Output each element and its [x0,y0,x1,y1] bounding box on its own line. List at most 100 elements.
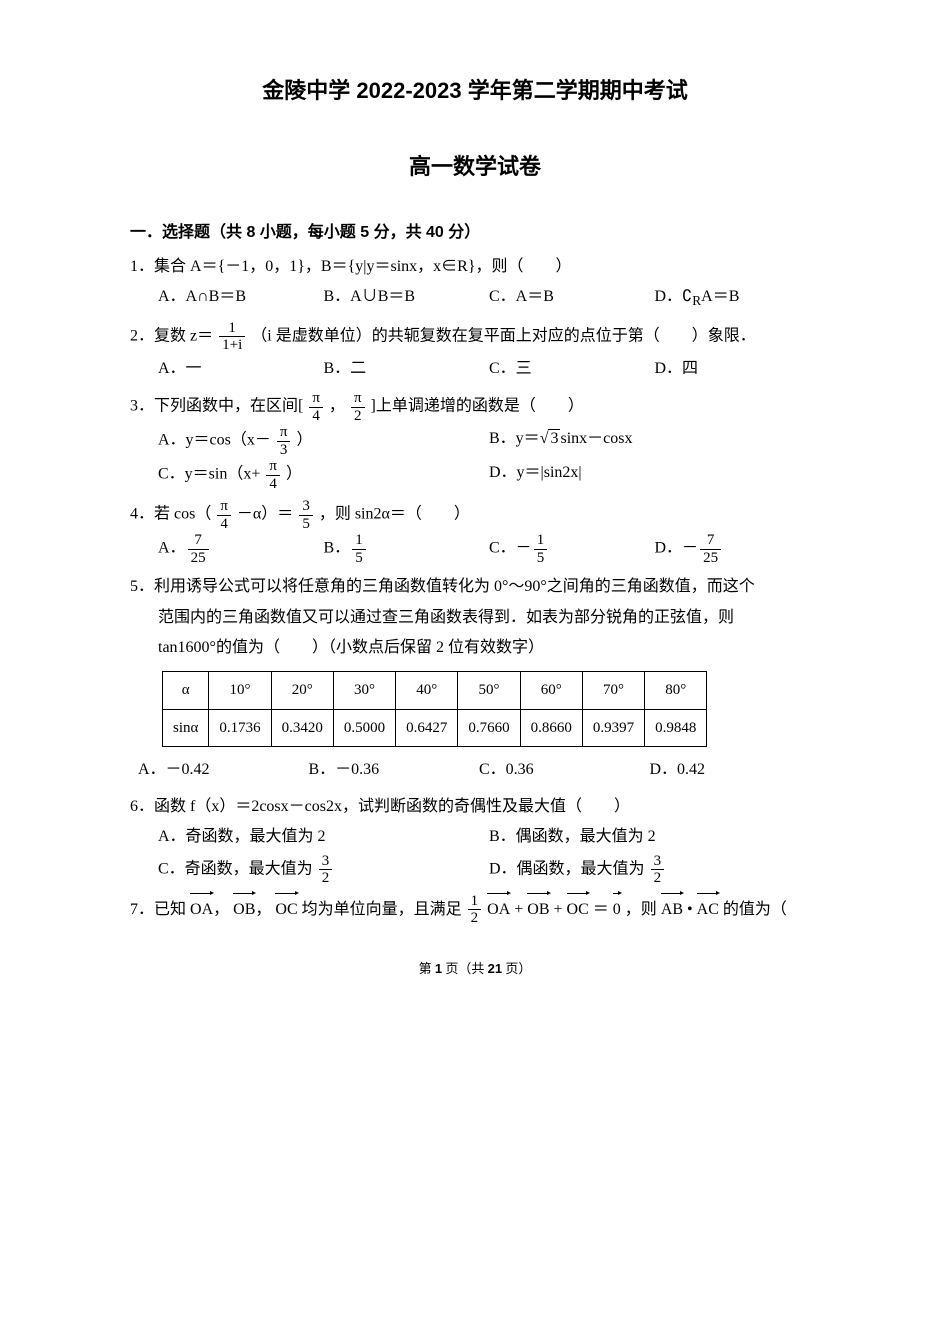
pn-post: 页） [502,961,531,976]
q3-opt-a: A．y＝cos（x－ π3 ） [158,424,489,458]
td-v8: 0.9848 [645,709,707,747]
q5-opt-d: D．0.42 [650,755,821,785]
q3-opt-d: D．y＝|sin2x| [489,458,820,492]
q2-opt-b: B．二 [324,354,490,384]
sine-table: α 10° 20° 30° 40° 50° 60° 70° 80° sinα 0… [162,671,707,747]
q7-half: 12 [466,893,484,927]
th-80: 80° [645,672,707,710]
q6-c-n: 3 [319,853,333,871]
vector-ob: OB [233,893,255,925]
q4-a-n: 7 [188,532,209,550]
q6-opt-b: B．偶函数，最大值为 2 [489,822,820,852]
q4-opt-d: D．－725 [655,532,821,566]
vector-oa: OA [190,893,213,925]
q7-mid2: ，则 [625,901,657,918]
q5-line3: tan1600°的值为（ ）（小数点后保留 2 位有效数字） [130,633,820,663]
q1-d-pre: D．∁ [655,288,693,305]
q7-half-n: 1 [468,893,482,911]
td-v1: 0.1736 [209,709,271,747]
q1-d-sub: R [692,294,701,309]
vector-oa2: OA [487,893,510,925]
q3-a-d: 3 [277,442,291,459]
th-30: 30° [333,672,395,710]
q4-a-pre: A． [158,540,186,557]
q2-frac-den: 1+i [219,337,245,354]
exam-page: 金陵中学 2022-2023 学年第二学期期中考试 高一数学试卷 一．选择题（共… [0,0,950,1012]
q3-b-post: sinx－cosx [560,430,632,447]
q3-options: A．y＝cos（x－ π3 ） B．y＝√3sinx－cosx C．y＝sin（… [130,424,820,492]
pn-pre: 第 [419,961,435,976]
page-number: 第 1 页（共 21 页） [130,957,820,982]
q4-f2n: 3 [299,498,313,516]
question-5: 5．利用诱导公式可以将任意角的三角函数值转化为 0°～90°之间角的三角函数值，… [130,572,820,786]
q1-d-post: A＝B [701,288,739,305]
pn-tot: 21 [488,961,502,976]
q6-d-d: 2 [651,870,665,887]
q3-f1d: 4 [309,408,323,425]
q6-d-n: 3 [651,853,665,871]
q4-c-pre: C．－ [489,540,532,557]
vector-zero: 0 [613,893,621,925]
q4-suffix: ，则 sin2α＝（ ） [319,506,470,523]
q4-opt-c: C．－15 [489,532,655,566]
q4-b-d: 5 [352,550,366,567]
q1-prefix: 1．集合 [130,258,190,275]
q3-opt-b: B．y＝√3sinx－cosx [489,424,820,458]
q3-prefix: 3．下列函数中，在区间[ [130,398,303,415]
exam-subtitle: 高一数学试卷 [130,146,820,188]
q4-frac1: π4 [215,498,233,532]
q6-d-pre: D．偶函数，最大值为 [489,860,645,877]
q3-a-pre: A．y＝cos（x－ [158,432,271,449]
td-v5: 0.7660 [458,709,520,747]
section-heading: 一．选择题（共 8 小题，每小题 5 分，共 40 分） [130,218,820,248]
q1-opt-d: D．∁RA＝B [655,282,821,314]
q6-text: 6．函数 f（x）＝2cosx－cos2x，试判断函数的奇偶性及最大值（ ） [130,792,820,822]
q4-opt-a: A．725 [158,532,324,566]
q7-half-d: 2 [468,910,482,927]
q1-options: A．A∩B＝B B．A∪B＝B C．A＝B D．∁RA＝B [130,282,820,314]
q4-opt-b: B．15 [324,532,490,566]
q3-frac1: π4 [307,390,325,424]
q4-d-pre: D．－ [655,540,699,557]
td-v7: 0.9397 [582,709,644,747]
th-alpha: α [163,672,209,710]
q5-opt-b: B．－0.36 [309,755,480,785]
q4-a-frac: 725 [186,532,211,566]
q2-prefix: 2．复数 z＝ [130,328,213,345]
q5-line1: 5．利用诱导公式可以将任意角的三角函数值转化为 0°～90°之间角的三角函数值，… [130,572,820,602]
td-v3: 0.5000 [333,709,395,747]
q4-a-d: 25 [188,550,209,567]
pn-mid: 页（共 [442,961,488,976]
vector-ab: AB [661,893,683,925]
q3-c-pre: C．y＝sin（x+ [158,466,260,483]
q2-mid: （i 是虚数单位）的共轭复数在复平面上对应的点位于第（ ）象限． [251,328,755,345]
question-1: 1．集合 A＝{－1，0，1}，B＝{y|y＝sinx，x∈R}，则（ ） A．… [130,252,820,314]
q6-d-frac: 32 [649,853,667,887]
q5-options: A．－0.42 B．－0.36 C．0.36 D．0.42 [130,755,820,785]
q4-frac2: 35 [297,498,315,532]
q6-c-d: 2 [319,870,333,887]
q3-a-frac: π3 [275,424,293,458]
td-v2: 0.3420 [271,709,333,747]
question-4: 4．若 cos（ π4 －α）＝ 35 ，则 sin2α＝（ ） A．725 B… [130,498,820,566]
q3-f1n: π [309,390,323,408]
q3-c-n: π [266,458,280,476]
q4-c-frac: 15 [532,532,550,566]
q3-f2d: 2 [351,408,365,425]
vector-ac: AC [697,893,719,925]
q7-tail: 的值为（ [723,901,787,918]
q6-opt-c: C．奇函数，最大值为 32 [158,853,489,887]
q1-opt-b: B．A∪B＝B [324,282,490,314]
q4-c-n: 1 [534,532,548,550]
q7-mid1: 均为单位向量，且满足 [302,901,462,918]
q4-f2d: 5 [299,516,313,533]
q4-options: A．725 B．15 C．－15 D．－725 [130,532,820,566]
q1-body: A＝{－1，0，1}，B＝{y|y＝sinx，x∈R}，则（ ） [190,258,572,275]
q4-d-n: 7 [700,532,721,550]
q2-options: A．一 B．二 C．三 D．四 [130,354,820,384]
q4-b-pre: B． [324,540,351,557]
question-6: 6．函数 f（x）＝2cosx－cos2x，试判断函数的奇偶性及最大值（ ） A… [130,792,820,887]
q2-opt-a: A．一 [158,354,324,384]
q3-f2n: π [351,390,365,408]
th-10: 10° [209,672,271,710]
